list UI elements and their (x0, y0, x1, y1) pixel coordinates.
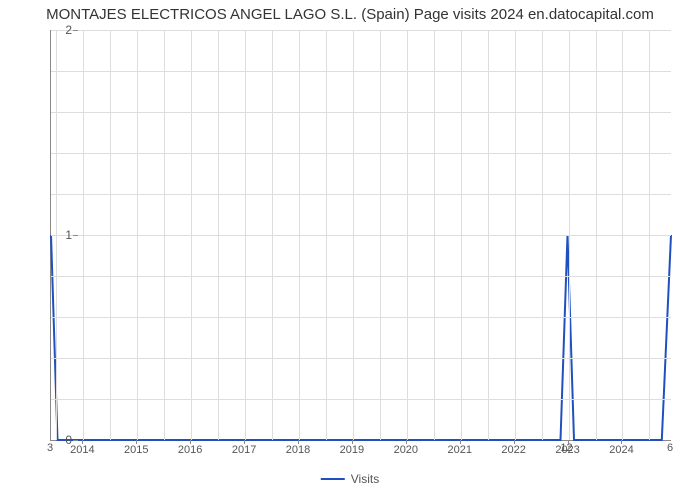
chart-container: MONTAJES ELECTRICOS ANGEL LAGO S.L. (Spa… (0, 0, 700, 500)
data-point-label: 12 (560, 442, 572, 454)
gridline-vertical-minor (488, 30, 489, 440)
data-point-label: 6 (667, 442, 673, 454)
gridline-vertical (353, 30, 354, 440)
gridline-vertical (83, 30, 84, 440)
chart-title: MONTAJES ELECTRICOS ANGEL LAGO S.L. (Spa… (0, 0, 700, 23)
gridline-horizontal-minor (51, 112, 671, 113)
gridline-vertical-minor (164, 30, 165, 440)
x-axis-tick (82, 440, 83, 444)
x-axis-tick (514, 440, 515, 444)
x-axis-label: 2014 (70, 444, 94, 456)
x-axis-label: 2021 (447, 444, 471, 456)
gridline-vertical-minor (542, 30, 543, 440)
x-axis-tick (621, 440, 622, 444)
x-axis-label: 2022 (501, 444, 525, 456)
gridline-vertical-minor (56, 30, 57, 440)
x-axis-label: 2024 (609, 444, 633, 456)
gridline-vertical-minor (110, 30, 111, 440)
gridline-horizontal-minor (51, 358, 671, 359)
gridline-horizontal-minor (51, 276, 671, 277)
gridline-vertical-minor (218, 30, 219, 440)
gridline-vertical (515, 30, 516, 440)
gridline-vertical (461, 30, 462, 440)
x-axis-tick (244, 440, 245, 444)
x-axis-tick (406, 440, 407, 444)
gridline-vertical (191, 30, 192, 440)
x-axis-label: 2020 (394, 444, 418, 456)
gridline-horizontal (51, 235, 671, 236)
gridline-vertical (245, 30, 246, 440)
legend: Visits (321, 472, 379, 486)
gridline-horizontal-minor (51, 153, 671, 154)
legend-swatch (321, 478, 345, 480)
gridline-vertical (569, 30, 570, 440)
y-axis-tick (73, 30, 78, 31)
y-axis-label: 2 (65, 23, 72, 37)
gridline-vertical-minor (326, 30, 327, 440)
x-axis-tick (136, 440, 137, 444)
data-point-label: 3 (47, 442, 53, 454)
x-axis-label: 2017 (232, 444, 256, 456)
x-axis-label: 2015 (124, 444, 148, 456)
x-axis-label: 2019 (340, 444, 364, 456)
gridline-vertical-minor (380, 30, 381, 440)
x-axis-label: 2018 (286, 444, 310, 456)
gridline-vertical (622, 30, 623, 440)
gridline-horizontal (51, 30, 671, 31)
x-axis-tick (460, 440, 461, 444)
x-axis-label: 2016 (178, 444, 202, 456)
gridline-horizontal-minor (51, 399, 671, 400)
gridline-horizontal-minor (51, 71, 671, 72)
x-axis-tick (352, 440, 353, 444)
y-axis-tick (73, 235, 78, 236)
gridline-vertical-minor (596, 30, 597, 440)
plot-area (50, 30, 671, 441)
gridline-vertical (407, 30, 408, 440)
gridline-vertical (137, 30, 138, 440)
gridline-vertical (299, 30, 300, 440)
x-axis-tick (190, 440, 191, 444)
gridline-vertical-minor (272, 30, 273, 440)
gridline-horizontal-minor (51, 194, 671, 195)
gridline-vertical-minor (434, 30, 435, 440)
x-axis-tick (298, 440, 299, 444)
y-axis-tick (73, 440, 78, 441)
gridline-vertical-minor (649, 30, 650, 440)
legend-label: Visits (351, 472, 379, 486)
y-axis-label: 1 (65, 228, 72, 242)
series-line (51, 235, 671, 440)
gridline-horizontal-minor (51, 317, 671, 318)
